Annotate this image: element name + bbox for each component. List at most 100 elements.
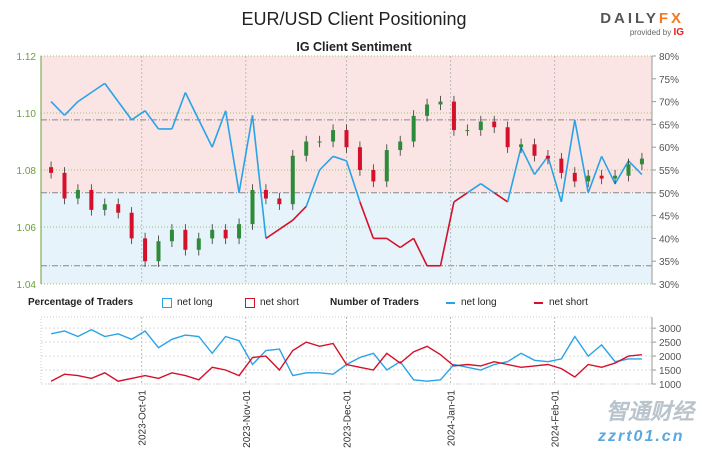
net-short-count-line (50, 341, 642, 382)
candle-body (210, 229, 215, 239)
net-long-pct-segment (600, 155, 616, 185)
candle-body (411, 115, 416, 142)
candle-body (505, 127, 510, 148)
pct-tick-label: 65% (659, 120, 679, 131)
candle-body (626, 164, 631, 176)
candle-body (129, 212, 134, 239)
net-long-pct-segment (627, 160, 643, 176)
net-long-pct-segment (480, 183, 495, 194)
net-long-pct-segment (520, 146, 536, 175)
candle-body (492, 121, 497, 128)
net-long-pct-segment (345, 160, 361, 203)
candle-body (465, 130, 470, 132)
date-tick-label: 2023-Nov-01 (242, 390, 253, 448)
legend-number-title: Number of Traders (330, 297, 419, 308)
candle-body (89, 189, 94, 210)
chart-title: EUR/USD Client Positioning (241, 9, 467, 29)
candle-body (277, 198, 282, 205)
net-long-pct-segment (533, 155, 549, 176)
candle-body (62, 172, 67, 199)
legend-num-short[interactable]: net short (534, 297, 588, 308)
candle-body (250, 189, 255, 225)
net-long-pct-segment (77, 91, 92, 103)
net-long-pct-segment (198, 119, 213, 148)
net-long-pct-segment (90, 82, 106, 94)
pct-tick-label: 40% (659, 234, 679, 245)
net-long-pct-segment (412, 238, 428, 267)
candle-body (519, 144, 524, 148)
pct-tick-label: 60% (659, 143, 679, 154)
candle-body (357, 147, 362, 170)
net-long-pct-segment (587, 156, 603, 194)
candle-body (425, 104, 430, 116)
net-long-pct-segment (171, 92, 187, 130)
price-tick-label: 1.12 (17, 52, 37, 63)
candle-body (344, 130, 349, 148)
candle-body (196, 238, 201, 250)
dailyfx-logo: DAILYFX provided by IG (600, 10, 684, 38)
watermark-url: zzrt01.cn (598, 428, 685, 445)
candle-body (304, 141, 309, 156)
candle-body (545, 155, 550, 159)
pct-tick-label: 35% (659, 257, 679, 268)
net-long-pct-segment (184, 92, 200, 121)
candle-body (451, 101, 456, 131)
price-tick-label: 1.08 (17, 166, 37, 177)
net-long-pct-segment (560, 119, 576, 203)
price-tick-label: 1.06 (17, 223, 37, 234)
count-tick-label: 1000 (659, 380, 682, 391)
net-long-pct-segment (399, 237, 415, 249)
candle-body (572, 172, 577, 182)
net-long-pct-segment (50, 101, 66, 116)
net-long-pct-segment (305, 169, 321, 207)
legend-pct-long[interactable]: net long (162, 297, 213, 308)
net-long-pct-segment (211, 110, 227, 148)
candle-body (263, 189, 268, 199)
watermark-chinese: 智通财经 (606, 399, 695, 424)
count-tick-label: 2500 (659, 338, 682, 349)
candle-body (169, 229, 174, 242)
candle-body (586, 175, 591, 182)
candle-body (398, 141, 403, 151)
count-tick-label: 2000 (659, 352, 682, 363)
candle-body (237, 224, 242, 239)
legend-num-long[interactable]: net long (446, 297, 497, 308)
net-long-pct-segment (238, 115, 254, 193)
pct-tick-label: 75% (659, 75, 679, 86)
candle-body (384, 150, 389, 182)
net-long-pct-segment (614, 160, 630, 185)
candle-body (183, 229, 188, 250)
candle-body (143, 238, 148, 262)
price-tick-label: 1.10 (17, 109, 37, 120)
pct-tick-label: 45% (659, 212, 679, 223)
net-long-pct-segment (278, 219, 294, 230)
candle-body (532, 144, 537, 156)
legend-pct-short[interactable]: net short (245, 297, 299, 308)
net-long-pct-segment (224, 110, 240, 193)
count-tick-label: 1500 (659, 366, 682, 377)
date-tick-label: 2023-Dec-01 (343, 390, 354, 448)
candle-body (331, 130, 336, 142)
candle-body (116, 204, 121, 213)
net-long-pct-segment (439, 201, 455, 266)
net-long-pct-segment (493, 192, 509, 203)
net-long-pct-segment (63, 101, 79, 116)
price-tick-label: 1.04 (17, 280, 37, 291)
count-tick-label: 3000 (659, 324, 682, 335)
pct-tick-label: 30% (659, 280, 679, 291)
net-long-pct-segment (506, 147, 522, 203)
net-long-pct-segment (359, 201, 375, 239)
candle-body (599, 175, 604, 179)
net-long-pct-segment (453, 192, 468, 203)
pct-tick-label: 50% (659, 189, 679, 200)
candle-body (102, 204, 107, 210)
net-long-pct-segment (547, 156, 563, 203)
candle-body (371, 170, 376, 182)
candle-body (639, 158, 644, 165)
pct-tick-label: 70% (659, 98, 679, 109)
net-long-pct-segment (104, 82, 119, 103)
net-long-pct-segment (573, 119, 590, 193)
net-long-pct-segment (386, 237, 401, 249)
pct-tick-label: 80% (659, 52, 679, 63)
